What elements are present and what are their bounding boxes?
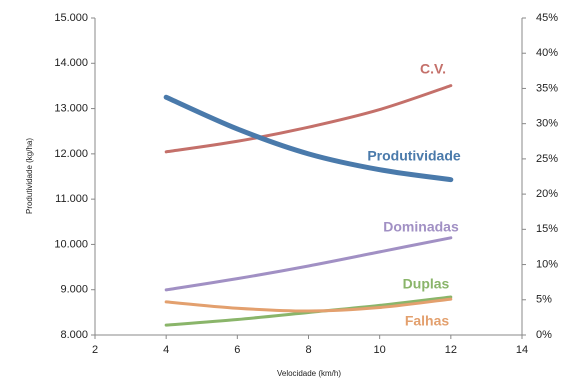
y2-tick-label: 0% [536,329,552,341]
y-tick-label: 8.000 [60,329,88,341]
y-tick-label: 11.000 [55,193,88,205]
y2-tick-label: 15% [536,223,558,235]
y2-tick-label: 25% [536,153,558,165]
series-label: Produtividade [367,148,461,164]
series-label: Duplas [403,276,450,292]
series-label: Dominadas [383,219,459,235]
x-tick-label: 6 [234,344,240,356]
y-axis-label: Produtividade (kg/ha) [25,138,34,214]
y2-tick-label: 45% [536,12,558,24]
y-tick-label: 13.000 [54,102,88,114]
y-tick-label: 14.000 [54,57,88,69]
series-line [164,236,453,292]
x-tick-label: 14 [516,344,528,356]
x-axis-label: Velocidade (km/h) [277,369,341,378]
y2-tick-label: 30% [536,118,558,130]
y-tick-label: 12.000 [54,148,88,160]
y2-tick-label: 5% [536,294,552,306]
x-tick-label: 12 [445,344,457,356]
series-line [164,297,453,313]
y2-tick-label: 10% [536,258,558,270]
y-tick-label: 15.000 [54,12,88,24]
y2-tick-label: 20% [536,188,558,200]
series-label: C.V. [420,61,446,77]
series-line [163,94,454,183]
y2-tick-label: 40% [536,47,558,59]
y-tick-label: 9.000 [60,284,88,296]
x-tick-label: 10 [374,344,386,356]
x-tick-label: 4 [163,344,169,356]
x-tick-label: 8 [305,344,311,356]
y-tick-label: 10.000 [54,238,88,250]
y2-tick-label: 35% [536,82,558,94]
x-tick-label: 2 [92,344,98,356]
series-label: Falhas [405,313,450,329]
series-line [164,84,453,154]
